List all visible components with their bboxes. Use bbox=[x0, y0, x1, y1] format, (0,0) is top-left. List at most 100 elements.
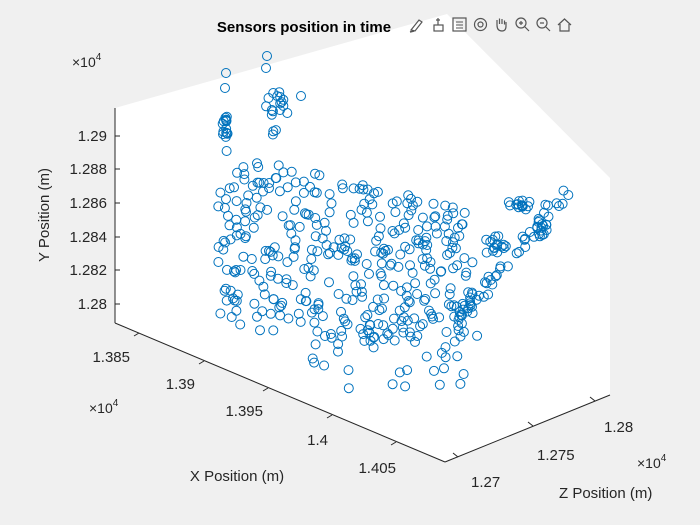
data-point bbox=[425, 263, 436, 274]
x-tick-label: 1.395 bbox=[225, 403, 263, 420]
data-point bbox=[310, 168, 320, 179]
data-point bbox=[424, 305, 434, 316]
data-point bbox=[328, 242, 339, 253]
data-point bbox=[375, 211, 385, 222]
data-point bbox=[388, 280, 399, 291]
data-point bbox=[481, 247, 492, 258]
data-point bbox=[393, 261, 404, 272]
data-point bbox=[324, 277, 334, 288]
data-point bbox=[249, 212, 260, 223]
data-point bbox=[359, 335, 370, 346]
data-point bbox=[359, 198, 370, 209]
data-point bbox=[520, 242, 531, 252]
data-point bbox=[336, 306, 346, 317]
data-point bbox=[404, 244, 415, 255]
data-point bbox=[398, 218, 409, 229]
data-point bbox=[347, 295, 358, 306]
data-point bbox=[453, 321, 464, 331]
data-point bbox=[373, 319, 384, 329]
data-point bbox=[294, 221, 305, 232]
data-point bbox=[268, 126, 279, 137]
data-point bbox=[350, 280, 361, 291]
y-axis-label: Y Position (m) bbox=[36, 168, 53, 262]
pan-hand-icon[interactable] bbox=[492, 12, 511, 36]
y-tick-label: 1.29 bbox=[78, 128, 107, 145]
zoom-out-icon[interactable] bbox=[534, 12, 553, 36]
data-point bbox=[519, 234, 530, 245]
data-point bbox=[421, 351, 432, 362]
data-point bbox=[472, 330, 483, 341]
y-tick-label: 1.28 bbox=[78, 296, 107, 313]
data-point bbox=[303, 262, 314, 273]
data-point bbox=[403, 190, 414, 201]
data-point bbox=[231, 196, 242, 207]
data-point bbox=[336, 325, 347, 336]
data-point bbox=[449, 336, 460, 347]
data-point bbox=[383, 330, 394, 340]
data-point bbox=[430, 221, 441, 232]
data-point bbox=[356, 286, 367, 297]
data-point bbox=[358, 184, 369, 195]
data-point bbox=[455, 378, 466, 389]
home-icon[interactable] bbox=[555, 12, 574, 36]
data-point bbox=[362, 310, 373, 320]
data-point bbox=[487, 234, 498, 245]
legend-icon[interactable] bbox=[450, 12, 469, 36]
data-point bbox=[430, 288, 441, 299]
data-point bbox=[262, 204, 273, 215]
data-point bbox=[232, 167, 243, 178]
data-point bbox=[275, 98, 286, 109]
data-point bbox=[368, 332, 379, 343]
data-point bbox=[215, 187, 226, 198]
data-point bbox=[417, 254, 428, 265]
data-point bbox=[259, 289, 270, 300]
data-point bbox=[448, 237, 458, 248]
data-point bbox=[406, 193, 416, 204]
y-exponent-label: ×104 bbox=[72, 52, 102, 70]
data-point bbox=[355, 323, 366, 334]
data-point bbox=[273, 160, 284, 171]
data-point bbox=[389, 313, 399, 324]
z-tick-label: 1.275 bbox=[537, 447, 575, 464]
data-point bbox=[265, 246, 276, 257]
rotate-3d-icon[interactable] bbox=[471, 12, 490, 36]
data-point bbox=[278, 167, 289, 178]
data-point bbox=[400, 222, 411, 233]
data-point bbox=[313, 304, 324, 315]
data-point bbox=[337, 179, 348, 190]
data-point bbox=[369, 331, 380, 342]
data-point bbox=[258, 281, 269, 292]
data-point bbox=[447, 242, 458, 253]
data-point bbox=[442, 250, 453, 260]
data-point bbox=[311, 219, 322, 230]
data-point bbox=[308, 265, 319, 276]
data-point bbox=[333, 346, 343, 357]
data-tips-icon[interactable] bbox=[429, 12, 448, 36]
data-point bbox=[389, 335, 400, 346]
data-point bbox=[500, 241, 511, 252]
data-point bbox=[266, 109, 277, 120]
brush-icon[interactable] bbox=[408, 12, 427, 36]
data-point bbox=[229, 266, 239, 277]
data-point bbox=[290, 177, 301, 188]
data-point bbox=[495, 261, 506, 272]
data-point bbox=[402, 315, 413, 326]
data-point bbox=[213, 257, 224, 267]
data-point bbox=[232, 289, 243, 300]
data-point bbox=[376, 247, 387, 258]
data-point bbox=[431, 228, 442, 239]
data-point bbox=[498, 239, 509, 250]
data-point bbox=[229, 182, 239, 193]
data-point bbox=[405, 260, 415, 271]
data-point bbox=[376, 258, 387, 269]
data-point bbox=[337, 183, 348, 194]
y-tick-label: 1.284 bbox=[69, 229, 107, 246]
data-point bbox=[310, 231, 321, 242]
data-point bbox=[448, 208, 459, 219]
zoom-in-icon[interactable] bbox=[513, 12, 532, 36]
data-point bbox=[391, 196, 402, 207]
x-tick-label: 1.405 bbox=[358, 460, 396, 477]
data-point bbox=[319, 360, 330, 371]
data-point bbox=[374, 305, 385, 316]
